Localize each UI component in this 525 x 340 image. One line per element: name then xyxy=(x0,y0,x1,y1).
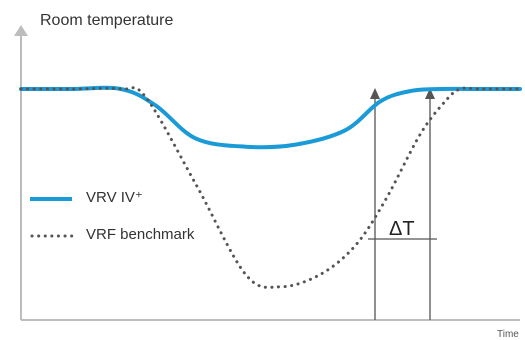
delta-t-left-arrow-icon xyxy=(370,88,380,99)
x-axis-label: Time xyxy=(497,329,519,340)
legend-label-vrv-iv: VRV IV⁺ xyxy=(86,189,143,206)
legend-label-vrf-benchmark: VRF benchmark xyxy=(86,226,195,243)
series-line-vrf-benchmark xyxy=(19,86,522,289)
y-axis-arrow-icon xyxy=(14,25,28,36)
delta-t-annotation: ΔT xyxy=(389,218,415,240)
series-line-vrv-iv xyxy=(19,85,522,150)
y-axis-label: Room temperature xyxy=(40,12,174,29)
delta-t-right-arrow-icon xyxy=(425,88,435,99)
